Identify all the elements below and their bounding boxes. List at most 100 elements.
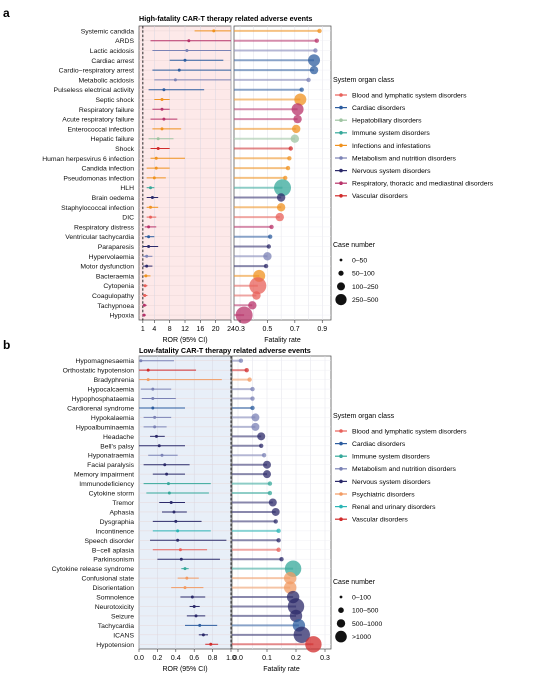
fatality-point <box>279 557 284 562</box>
ror-point <box>198 623 202 627</box>
x-tick-label: 0.2 <box>291 655 301 662</box>
fatality-point <box>276 203 286 212</box>
row-label: Hypokalaemia <box>91 415 134 422</box>
row-label: Ventricular tachycardia <box>65 234 134 241</box>
legend-label: Vascular disorders <box>352 517 408 524</box>
ror-point <box>185 49 189 52</box>
ror-point <box>162 88 166 92</box>
fatality-point <box>317 28 322 34</box>
row-label: Cardio−respiratory arrest <box>59 68 134 75</box>
row-label: Aphasia <box>109 509 134 516</box>
legend-swatch-dot <box>339 467 343 471</box>
row-label: Memory impairment <box>74 472 134 479</box>
ror-point <box>209 642 213 646</box>
legend-swatch-dot <box>339 181 343 185</box>
ror-point <box>179 557 183 561</box>
row-label: Parkinsonism <box>93 557 134 564</box>
fatality-point <box>271 507 280 516</box>
legend-swatch-dot <box>339 441 343 446</box>
ror-point <box>153 415 157 419</box>
row-label: Incontinence <box>95 528 134 535</box>
row-label: Hypomagnesaemia <box>75 358 134 365</box>
fatality-point <box>305 636 322 653</box>
row-label: Bradyphrenia <box>94 377 135 384</box>
x-tick-label: 0.3 <box>320 655 330 662</box>
row-label: Staphylococcal infection <box>61 205 134 212</box>
row-label: Speech disorder <box>85 538 135 545</box>
legend-title: System organ class <box>333 77 395 84</box>
ror-point <box>174 519 178 523</box>
ror-point <box>185 576 189 580</box>
ror-point <box>183 58 187 62</box>
ror-point <box>154 166 158 170</box>
x-tick-label: 0.9 <box>317 326 327 333</box>
legend-swatch-dot <box>339 93 343 97</box>
legend-label: Cardiac disorders <box>352 105 406 112</box>
row-label: Shock <box>115 146 134 153</box>
legend-swatch-dot <box>339 492 343 496</box>
size-legend-label: 100–500 <box>352 608 379 615</box>
fatality-point <box>291 103 304 116</box>
fatality-point <box>276 193 286 202</box>
row-label: Cardiorenal syndrome <box>67 405 134 412</box>
x-tick-label: 0.8 <box>208 655 218 662</box>
fatality-point <box>289 609 303 623</box>
fatality-point <box>238 358 244 363</box>
fatality-point <box>274 179 291 197</box>
ror-point <box>156 137 160 141</box>
fatality-point <box>263 470 271 479</box>
x-tick-label: 0.0 <box>233 655 243 662</box>
size-legend-dot <box>335 294 347 306</box>
fatality-point <box>250 405 255 411</box>
x-tick-label: 0.2 <box>153 655 163 662</box>
row-label: Disorientation <box>92 585 134 592</box>
row-label: Hypotension <box>96 642 134 649</box>
legend-swatch-dot <box>339 156 343 160</box>
row-label: Headache <box>103 434 134 441</box>
x-tick-label: 4 <box>152 326 156 333</box>
ror-point <box>157 444 161 448</box>
fatality-point <box>287 156 292 161</box>
ror-point <box>183 586 187 590</box>
panel-title: High-fatality CAR-T therapy related adve… <box>139 14 312 23</box>
size-legend-dot <box>337 282 345 291</box>
fatality-point <box>276 528 281 534</box>
row-label: Systemic candida <box>81 28 134 35</box>
fatality-point <box>247 377 252 382</box>
size-legend-dot <box>339 258 343 262</box>
ror-point <box>145 264 149 268</box>
ror-point <box>151 387 155 391</box>
panel-b: b Low-fatality CAR-T therapy related adve… <box>3 338 467 673</box>
fatality-point <box>308 54 321 67</box>
row-label: B−cell aplasia <box>92 547 134 554</box>
x-tick-label: 0.6 <box>189 655 199 662</box>
fatality-point <box>263 263 269 269</box>
row-label: Seizure <box>111 613 134 620</box>
ror-point <box>143 294 147 297</box>
panel-label: b <box>3 338 10 352</box>
ror-point <box>176 529 180 533</box>
row-label: Cytokine release syndrome <box>52 566 135 573</box>
ror-point <box>156 147 160 150</box>
legend-title: System organ class <box>333 413 395 420</box>
size-legend-dot <box>338 270 344 276</box>
row-label: Cytopenia <box>103 283 134 290</box>
row-label: Pulseless electrical activity <box>54 87 135 94</box>
row-label: Candida infection <box>81 166 134 173</box>
legend-label: Blood and lymphatic system disorders <box>352 428 467 435</box>
legend-label: Immune system disorders <box>352 454 430 461</box>
ror-point <box>147 225 151 229</box>
x-tick-label: 16 <box>196 326 204 333</box>
ror-point <box>201 633 205 637</box>
fatality-point <box>250 386 255 392</box>
x-tick-label: 0.7 <box>290 326 300 333</box>
row-label: Enterococcal infection <box>68 126 135 133</box>
ror-point <box>160 127 164 131</box>
row-label: Lactic acidosis <box>90 48 135 55</box>
legend-label: Infections and infestations <box>352 143 431 150</box>
x-tick-label: 0.3 <box>235 326 245 333</box>
legend-swatch-dot <box>339 105 343 110</box>
legend-label: Cardiac disorders <box>352 441 406 448</box>
ror-point <box>154 156 158 160</box>
legend-label: Renal and urinary disorders <box>352 504 436 511</box>
